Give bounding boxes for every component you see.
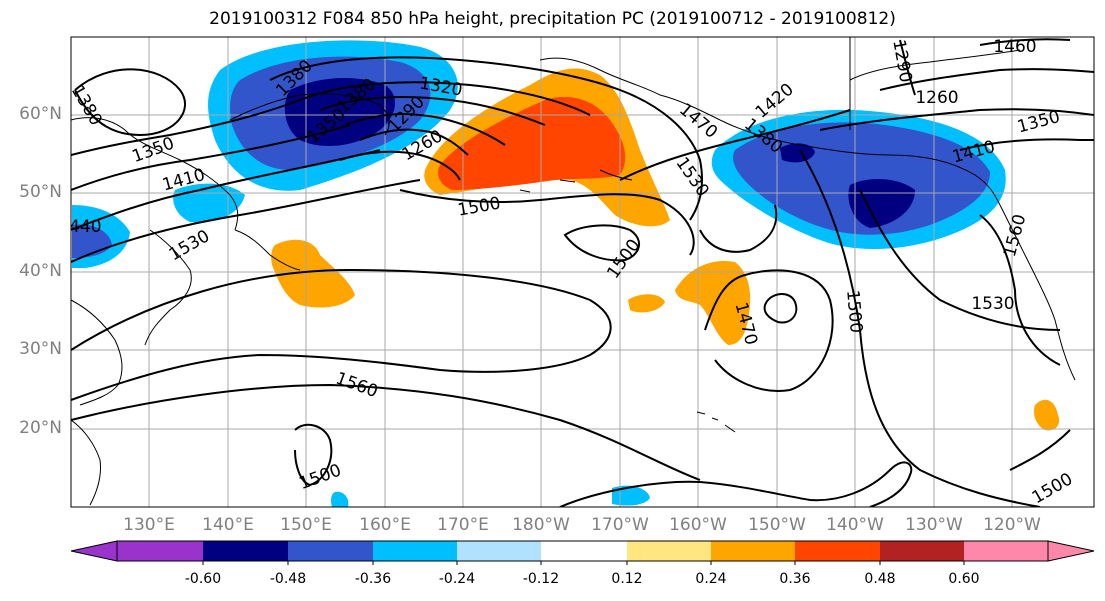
contour-label: 1350 [1015,107,1062,138]
contour-label: 1530 [671,154,712,201]
contour-label: 1530 [166,226,213,265]
contour-label: 1290 [888,38,915,84]
colorbar-tick-label: 0.24 [695,571,727,587]
contour-label: 1560 [333,369,380,403]
map-frame [70,36,1095,508]
negative-anomaly-gulf-of-alaska [711,109,1006,250]
lon-label: 180°W [512,515,570,535]
colorbar-swatch [880,541,964,561]
contour-label: 1460 [993,37,1036,57]
colorbar-tick-label: 0.60 [948,571,980,587]
contour-label: 1500 [1029,469,1076,508]
lon-label: 160°E [359,515,411,535]
lon-label: 120°W [983,515,1041,535]
contour-label: 1260 [915,88,958,108]
positive-anomaly-north-pacific [424,68,670,227]
lon-label: 140°E [202,515,254,535]
colorbar-swatch [795,541,880,561]
colorbar-frame [116,540,1049,562]
lon-label: 150°W [748,515,806,535]
coastlines [71,37,1076,506]
colorbar-low-arrow [70,540,118,562]
colorbar-tick-label: -0.36 [354,571,392,587]
contour-label: 1380 [67,82,106,129]
colorbar-swatch [964,541,1048,561]
lat-label: 20°N [19,418,62,438]
contour-label: 1560 [1000,212,1031,259]
colorbar-tick-label: 0.48 [864,571,896,587]
colorbar-swatch [288,541,373,561]
contour-label: 1440 [58,217,101,237]
contour-label: 1500 [297,461,344,495]
contour-label: 1500 [842,289,866,334]
lon-label: 130°W [905,515,963,535]
contour-label: 1530 [971,294,1014,314]
colorbar-tick-label: 0.12 [611,571,643,587]
colorbar-swatch [711,541,795,561]
colorbar-swatch [541,541,627,561]
lat-label: 60°N [19,104,62,124]
colorbar-tick-label: -0.60 [184,571,222,587]
colorbar-swatch [117,541,203,561]
colorbar-swatch [627,541,711,561]
colorbar-swatch [203,541,288,561]
graticule [71,37,1094,507]
positive-anomaly-patches [271,239,1060,431]
colorbar-tick-label: -0.24 [438,571,476,587]
lat-label: 40°N [19,261,62,281]
colorbar-tick-label: -0.12 [522,571,560,587]
lon-label: 170°E [437,515,489,535]
colorbar-swatch [373,541,457,561]
lat-label: 30°N [19,339,62,359]
lat-label: 50°N [19,182,62,202]
colorbar-swatch [457,541,541,561]
lon-label: 170°W [591,515,649,535]
height-contours [71,38,1094,507]
colorbar-tick-label: 0.36 [779,571,811,587]
lon-label: 140°W [826,515,884,535]
colorbar-high-arrow [1047,540,1095,562]
lon-label: 150°E [280,515,332,535]
lon-label: 130°E [123,515,175,535]
lon-label: 160°W [669,515,727,535]
map-title: 2019100312 F084 850 hPa height, precipit… [209,9,896,29]
colorbar-tick-label: -0.48 [269,571,307,587]
colorbar [70,540,1095,565]
